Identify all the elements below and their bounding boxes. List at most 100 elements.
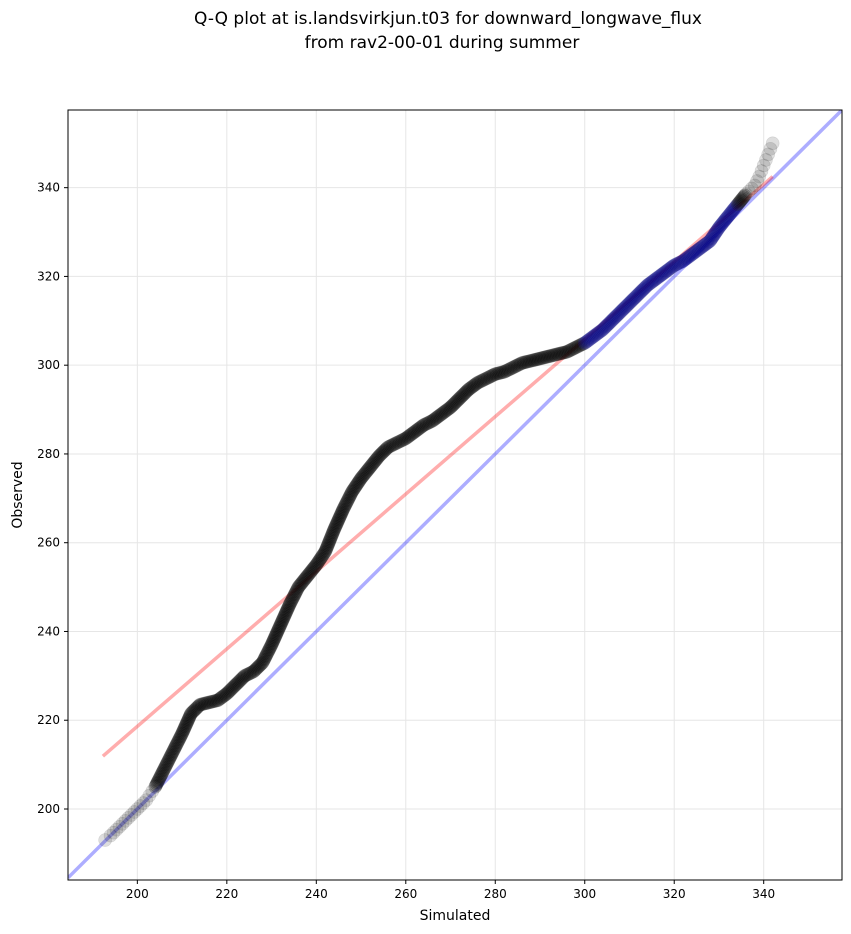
- quantile-point: [402, 428, 417, 443]
- quantile-point: [232, 674, 246, 689]
- quantile-point: [303, 565, 318, 580]
- quantile-point: [509, 359, 523, 373]
- quantile-point: [618, 300, 632, 315]
- quantile-point: [136, 796, 151, 810]
- quantile-point: [685, 247, 699, 262]
- quantile-point: [756, 158, 771, 173]
- quantile-point: [579, 335, 593, 349]
- quantile-point: [701, 235, 716, 249]
- quantile-point: [153, 769, 168, 784]
- quantile-point: [293, 577, 308, 592]
- quantile-point: [416, 418, 431, 432]
- quantile-point: [698, 237, 712, 252]
- quantile-point: [170, 737, 184, 751]
- quantile-point: [224, 682, 239, 696]
- quantile-point: [543, 349, 558, 363]
- quantile-point: [657, 266, 671, 280]
- quantile-point: [164, 747, 179, 762]
- quantile-point: [629, 289, 643, 304]
- quantile-point: [561, 344, 576, 358]
- quantile-point: [592, 325, 606, 340]
- quantile-point: [354, 471, 368, 486]
- quantile-point: [218, 687, 233, 702]
- quantile-point: [401, 429, 416, 444]
- x-tick-label: 200: [126, 887, 149, 901]
- quantile-point: [266, 633, 281, 648]
- quantile-point: [733, 194, 747, 209]
- quantile-point: [170, 735, 185, 750]
- quantile-point: [428, 411, 442, 426]
- quantile-point: [152, 772, 166, 787]
- quantile-point: [347, 480, 362, 495]
- quantile-point: [736, 191, 750, 205]
- quantile-point: [280, 602, 295, 616]
- quantile-point: [272, 620, 287, 635]
- y-tick-label: 240: [37, 624, 60, 638]
- quantile-point: [357, 467, 371, 482]
- quantile-point: [515, 356, 529, 370]
- quantile-point: [328, 521, 342, 535]
- quantile-point: [571, 339, 586, 353]
- quantile-point: [348, 479, 363, 494]
- quantile-point: [739, 187, 753, 202]
- quantile-point: [330, 515, 345, 530]
- quantile-point: [151, 774, 166, 788]
- quantile-point: [548, 348, 562, 362]
- quantile-point: [332, 511, 347, 525]
- quantile-point: [263, 640, 277, 655]
- quantile-point: [266, 635, 280, 649]
- quantile-point: [750, 174, 764, 188]
- quantile-point: [267, 630, 282, 645]
- quantile-point: [294, 576, 309, 591]
- quantile-point: [287, 589, 301, 603]
- quantile-point: [251, 660, 265, 674]
- quantile-point: [580, 334, 595, 348]
- quantile-point: [177, 722, 191, 737]
- quantile-point: [168, 740, 183, 754]
- quantile-point: [387, 437, 401, 452]
- quantile-point: [689, 244, 703, 259]
- quantile-point: [367, 455, 381, 470]
- quantile-point: [488, 367, 503, 381]
- quantile-point: [127, 805, 142, 819]
- quantile-point: [247, 663, 262, 678]
- quantile-point: [163, 750, 177, 765]
- quantile-point: [295, 575, 310, 589]
- quantile-point: [729, 199, 743, 214]
- quantile-point: [382, 439, 397, 454]
- quantile-point: [610, 308, 624, 323]
- quantile-point: [464, 380, 478, 395]
- quantile-point: [106, 825, 121, 840]
- quantile-point: [334, 506, 349, 521]
- quantile-point: [637, 281, 651, 296]
- quantile-point: [304, 564, 319, 578]
- quantile-point: [666, 259, 680, 274]
- quantile-point: [585, 330, 600, 345]
- y-tick-label: 200: [37, 802, 60, 816]
- quantile-point: [276, 610, 291, 625]
- quantile-point: [418, 417, 432, 432]
- quantile-point: [109, 822, 124, 837]
- quantile-point: [185, 705, 199, 720]
- quantile-point: [246, 664, 261, 679]
- quantile-point: [462, 381, 477, 396]
- quantile-point: [507, 359, 522, 374]
- quantile-point: [447, 397, 461, 411]
- quantile-point: [118, 814, 133, 828]
- quantile-point: [290, 581, 305, 596]
- quantile-point: [305, 563, 320, 577]
- one-to-one-line: [68, 110, 842, 880]
- quantile-point: [563, 343, 577, 358]
- quantile-point: [250, 661, 264, 675]
- quantile-point: [546, 348, 561, 363]
- quantile-point: [459, 385, 473, 399]
- quantile-point: [356, 469, 370, 483]
- quantile-point: [124, 808, 139, 822]
- quantile-point: [275, 613, 290, 628]
- quantile-point: [286, 590, 300, 605]
- quantile-point: [596, 321, 611, 336]
- quantile-point: [608, 310, 622, 325]
- quantile-point: [506, 360, 520, 375]
- quantile-point: [192, 699, 206, 713]
- quantile-point: [205, 694, 219, 709]
